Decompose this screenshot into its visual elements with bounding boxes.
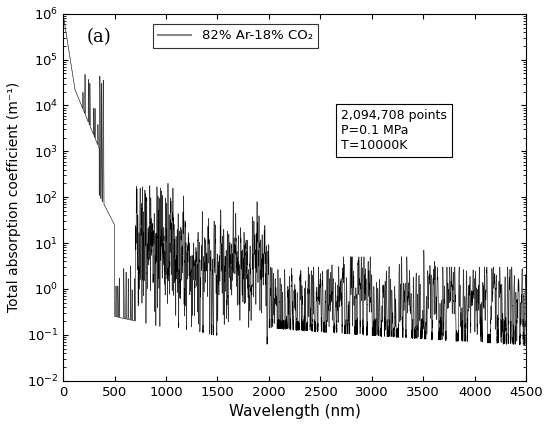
Text: (a): (a) bbox=[86, 29, 111, 46]
Text: 2,094,708 points
P=0.1 MPa
T=10000K: 2,094,708 points P=0.1 MPa T=10000K bbox=[341, 109, 447, 152]
Legend: 82% Ar-18% CO₂: 82% Ar-18% CO₂ bbox=[153, 24, 318, 48]
X-axis label: Wavelength (nm): Wavelength (nm) bbox=[229, 404, 361, 419]
Y-axis label: Total absorption coefficient (m⁻¹): Total absorption coefficient (m⁻¹) bbox=[7, 82, 21, 312]
